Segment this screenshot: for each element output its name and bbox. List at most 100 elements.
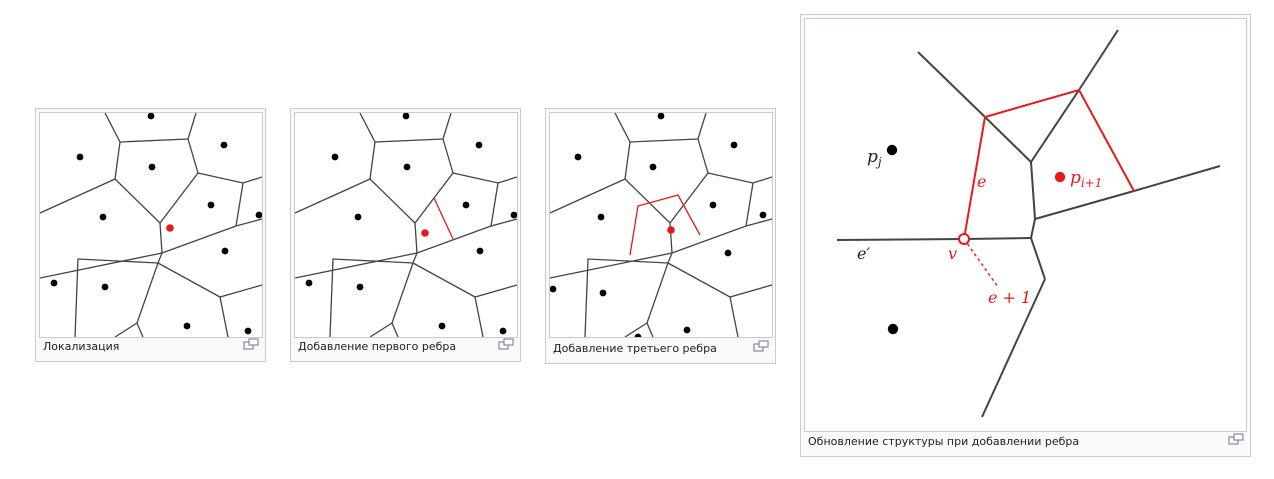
label-p-j: pj [867, 147, 882, 169]
voronoi-site [597, 213, 605, 221]
figure-first-edge[interactable]: Добавление первого ребра [290, 108, 521, 362]
voronoi-edge [963, 237, 1032, 240]
voronoi-site [244, 327, 252, 335]
voronoi-edge [157, 262, 262, 298]
new-edge [963, 88, 1135, 240]
new-site-point [421, 229, 429, 237]
voronoi-edge [646, 262, 669, 337]
figure-third-edge[interactable]: Добавление третьего ребра [545, 108, 776, 364]
next-edge-dashed [963, 238, 999, 288]
site-p-i-plus-1 [1054, 171, 1066, 183]
voronoi-site [356, 283, 364, 291]
voronoi-edge [624, 322, 648, 337]
voronoi-edge [114, 138, 199, 224]
label-e-prime: e′ [857, 244, 870, 263]
voronoi-site [147, 113, 155, 120]
voronoi-site [709, 201, 717, 209]
voronoi-site [510, 211, 517, 219]
voronoi-edge [74, 252, 163, 337]
figure-localization[interactable]: Локализация [35, 108, 266, 362]
voronoi-edge [295, 141, 376, 214]
voronoi-site [50, 279, 58, 287]
voronoi-site [76, 153, 84, 161]
voronoi-edge [136, 262, 159, 337]
figure-caption: Добавление третьего ребра [553, 342, 717, 355]
voronoi-site [402, 113, 410, 120]
voronoi-edge [550, 141, 631, 214]
magnify-icon[interactable] [1228, 433, 1244, 445]
voronoi-site [403, 163, 411, 171]
site-p-j [886, 144, 898, 156]
voronoi-edge [161, 218, 262, 254]
voronoi-edge [981, 278, 1046, 418]
voronoi-edge [1030, 161, 1036, 220]
voronoi-site [550, 285, 557, 293]
voronoi-edge [1078, 29, 1119, 91]
voronoi-edge [1133, 165, 1221, 192]
diagram-localization[interactable] [39, 112, 263, 338]
voronoi-site [574, 153, 582, 161]
magnify-icon[interactable] [753, 340, 769, 352]
label-p-i-plus-1: pi+1 [1070, 168, 1102, 190]
voronoi-site [475, 141, 483, 149]
diagram-third-edge[interactable] [549, 112, 773, 338]
voronoi-edge [917, 51, 986, 118]
voronoi-site [476, 247, 484, 255]
new-edge [433, 197, 454, 240]
label-e: e [977, 172, 986, 191]
figure-structure-update[interactable]: pj pi+1 e e′ v e + 1 Обновление структур… [800, 14, 1251, 457]
voronoi-site [331, 153, 339, 161]
voronoi-edge [1034, 190, 1135, 220]
voronoi-edge [550, 222, 673, 279]
voronoi-edge [40, 141, 121, 214]
voronoi-edge [836, 238, 965, 241]
voronoi-edge [1030, 89, 1080, 163]
figure-caption: Локализация [43, 340, 120, 353]
new-edge [629, 194, 701, 256]
voronoi-edge [1030, 237, 1046, 280]
voronoi-site [462, 201, 470, 209]
voronoi-site [730, 141, 738, 149]
voronoi-site [499, 327, 507, 335]
voronoi-diagram-first-edge [295, 113, 517, 337]
voronoi-edge [584, 252, 673, 337]
voronoi-edge [197, 172, 262, 184]
voronoi-edge [416, 218, 517, 254]
voronoi-edge [369, 322, 393, 337]
voronoi-edge [219, 296, 229, 337]
voronoi-edge [359, 113, 452, 143]
voronoi-edge [329, 252, 418, 337]
diagram-structure-update[interactable]: pj pi+1 e e′ v e + 1 [804, 18, 1247, 432]
new-site-point [166, 224, 174, 232]
voronoi-edge [412, 262, 517, 298]
voronoi-site [183, 322, 191, 330]
voronoi-edge [391, 262, 414, 337]
voronoi-site [207, 201, 215, 209]
voronoi-site [354, 213, 362, 221]
voronoi-diagram-third-edge [550, 113, 772, 337]
voronoi-site [99, 213, 107, 221]
voronoi-site [221, 247, 229, 255]
voronoi-edge [1030, 218, 1036, 239]
voronoi-site [634, 333, 642, 337]
voronoi-edge [114, 322, 138, 337]
voronoi-edge [474, 296, 484, 337]
voronoi-site [255, 211, 262, 219]
voronoi-edge [745, 182, 754, 227]
voronoi-edge [614, 113, 707, 143]
voronoi-edge [667, 262, 772, 298]
voronoi-site [305, 279, 313, 287]
voronoi-edge [707, 172, 772, 184]
voronoi-edge [624, 138, 709, 224]
voronoi-site [148, 163, 156, 171]
voronoi-edge [984, 116, 1032, 163]
figure-caption: Добавление первого ребра [298, 340, 457, 353]
magnify-icon[interactable] [498, 338, 514, 350]
magnify-icon[interactable] [243, 338, 259, 350]
voronoi-edge [369, 138, 454, 224]
voronoi-site [649, 163, 657, 171]
voronoi-edge [295, 222, 418, 279]
label-e-plus-1: e + 1 [988, 288, 1031, 307]
diagram-first-edge[interactable] [294, 112, 518, 338]
voronoi-site [683, 326, 691, 334]
